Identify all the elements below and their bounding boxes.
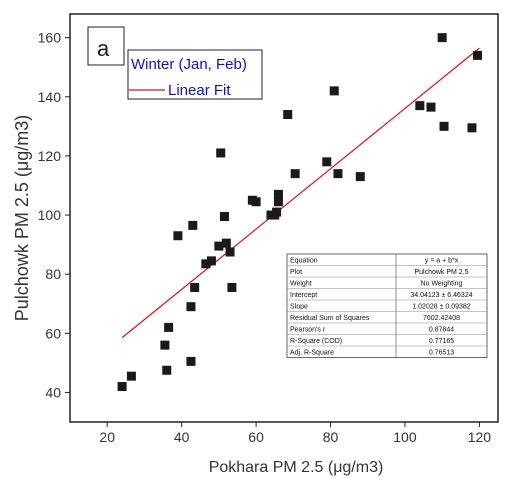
data-point: [201, 259, 211, 269]
data-point: [273, 189, 283, 199]
data-point: [272, 207, 282, 217]
stats-value: 34.04123 ± 6.46324: [410, 292, 472, 299]
data-point: [426, 102, 436, 112]
stats-key: Intercept: [290, 292, 317, 299]
data-point: [473, 50, 483, 60]
data-point: [190, 282, 200, 292]
data-point: [437, 33, 447, 43]
stats-table-frame: [286, 253, 488, 358]
stats-value: 7602.42408: [423, 315, 460, 322]
data-point: [329, 86, 339, 96]
stats-value: 0.76513: [429, 350, 454, 357]
y-tick-label: 40: [45, 384, 61, 400]
stats-key: Plot: [290, 269, 302, 276]
y-tick-label: 140: [38, 89, 62, 105]
stats-key: Weight: [290, 281, 312, 288]
y-axis-ticks: 40 60 80 100 120 140 160: [38, 30, 70, 400]
data-point: [273, 197, 283, 207]
data-point: [219, 212, 229, 222]
stats-key: Pearson's r: [290, 327, 326, 334]
data-point: [126, 371, 136, 381]
stats-key: Slope: [290, 304, 308, 311]
data-point: [290, 169, 300, 179]
stats-value: 0.87844: [429, 327, 454, 334]
data-point: [439, 121, 449, 131]
y-tick-label: 120: [38, 148, 62, 164]
data-point: [186, 302, 196, 312]
panel-label: a: [97, 36, 110, 61]
legend: Winter (Jan, Feb) Linear Fit: [127, 49, 263, 100]
y-tick-label: 100: [38, 207, 62, 223]
fit-line: [121, 47, 480, 339]
stats-value: Pulchowk PM 2.5: [414, 269, 468, 276]
data-point: [206, 256, 216, 266]
y-tick-label: 80: [45, 266, 61, 282]
data-point: [188, 220, 198, 230]
data-point: [160, 340, 170, 350]
data-point: [333, 169, 343, 179]
legend-box: [127, 49, 263, 100]
data-point: [214, 241, 224, 251]
stats-value: 1.02028 ± 0.09382: [412, 304, 470, 311]
data-point: [221, 238, 231, 248]
fit-line-group: [121, 47, 480, 339]
stats-value: 0.77165: [429, 338, 454, 345]
legend-label-series: Winter (Jan, Feb): [131, 56, 247, 73]
data-point: [173, 231, 183, 241]
stats-key: Adj. R-Square: [290, 350, 334, 357]
y-tick-label: 160: [38, 30, 62, 46]
data-point: [322, 157, 332, 167]
x-tick-label: 80: [323, 429, 339, 445]
y-tick-label: 60: [45, 325, 61, 341]
data-point: [355, 172, 365, 182]
x-tick-label: 40: [174, 429, 190, 445]
data-point: [216, 148, 226, 158]
data-point: [227, 282, 237, 292]
stats-key: Equation: [290, 258, 318, 265]
data-point: [164, 322, 174, 332]
x-tick-label: 60: [248, 429, 264, 445]
data-point: [162, 365, 172, 375]
legend-label-fit: Linear Fit: [168, 82, 231, 99]
data-point: [117, 382, 127, 392]
stats-table: Equation y = a + b*x Plot Pulchowk PM 2.5 We…: [286, 253, 488, 358]
x-axis-ticks: 20 40 60 80 100 120: [99, 422, 491, 445]
data-point: [283, 110, 293, 120]
x-tick-label: 120: [468, 429, 492, 445]
data-point: [467, 123, 477, 133]
stats-value: No Weighting: [421, 281, 463, 288]
data-point: [225, 247, 235, 257]
stats-key: Residual Sum of Squares: [290, 315, 370, 322]
data-points: [117, 33, 483, 392]
stats-value: y = a + b*x: [425, 258, 459, 265]
x-tick-label: 20: [99, 429, 115, 445]
data-point: [415, 101, 425, 111]
panel-label-box: [87, 26, 125, 66]
x-axis-label: Pokhara PM 2.5 (μg/m3): [209, 459, 384, 476]
stats-key: R-Square (COD): [290, 338, 342, 345]
y-axis-label: Pulchowk PM 2.5 (μg/m3): [12, 115, 32, 321]
x-tick-label: 100: [393, 429, 417, 445]
data-point: [251, 197, 261, 207]
data-point: [186, 356, 196, 366]
